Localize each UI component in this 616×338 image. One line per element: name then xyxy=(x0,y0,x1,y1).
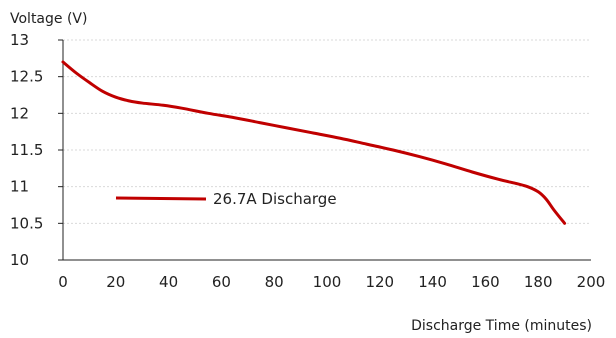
series-line xyxy=(61,60,567,225)
x-tick-label: 0 xyxy=(58,273,68,291)
x-tick-label: 180 xyxy=(524,273,553,291)
x-tick-label: 40 xyxy=(159,273,178,291)
x-tick-label: 60 xyxy=(212,273,231,291)
y-tick-label: 11.5 xyxy=(10,141,43,159)
x-tick-label: 140 xyxy=(418,273,447,291)
y-axis-title: Voltage (V) xyxy=(10,11,87,27)
x-axis-title: Discharge Time (minutes) xyxy=(411,318,592,334)
y-tick-label: 12 xyxy=(10,104,29,122)
y-tick-label: 10 xyxy=(10,251,29,269)
legend-swatch xyxy=(115,196,207,201)
x-tick-label: 160 xyxy=(471,273,500,291)
legend-label: 26.7A Discharge xyxy=(213,190,337,208)
x-tick-label: 200 xyxy=(577,273,606,291)
x-tick-label: 80 xyxy=(265,273,284,291)
grid-layer xyxy=(63,39,591,224)
legend: 26.7A Discharge xyxy=(115,190,337,208)
x-tick-label: 100 xyxy=(313,273,342,291)
y-tick-label: 11 xyxy=(10,178,29,196)
y-tick-label: 13 xyxy=(10,31,29,49)
y-tick-label: 12.5 xyxy=(10,68,43,86)
series-layer xyxy=(61,60,567,225)
x-tick-label: 120 xyxy=(365,273,394,291)
axis-layer: 10 10.5 11 11.5 12 12.5 13 0 20 40 60 80 100 120 140 16… xyxy=(10,31,605,291)
x-tick-label: 20 xyxy=(106,273,125,291)
y-tick-label: 10.5 xyxy=(10,214,43,232)
